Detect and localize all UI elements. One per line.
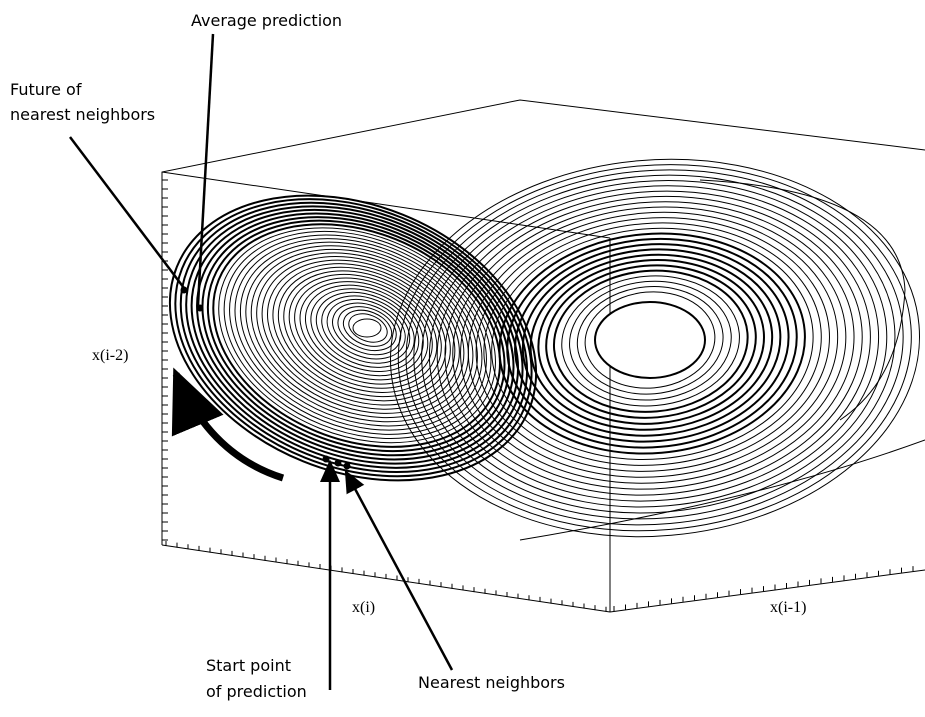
orbit (342, 309, 393, 347)
attractor (168, 158, 925, 541)
axis-ticks (162, 179, 914, 612)
annotation: Future of (10, 80, 82, 99)
orbit (413, 174, 896, 520)
orbit (299, 281, 429, 381)
orbit (521, 248, 782, 437)
orbit (261, 256, 460, 410)
orbit (444, 195, 863, 496)
orbit (545, 264, 757, 419)
orbit (337, 306, 397, 352)
orbit (584, 291, 716, 389)
orbit (405, 169, 904, 526)
orbit (212, 223, 501, 448)
annotation: Nearest neighbors (418, 673, 565, 692)
orbit (185, 205, 524, 469)
orbit (250, 248, 469, 419)
orbit (310, 288, 420, 373)
orbit (234, 238, 483, 431)
orbit (460, 206, 847, 484)
orbit (206, 219, 506, 453)
orbit (283, 270, 442, 393)
pointers (69, 33, 454, 690)
orbit (348, 313, 388, 343)
orbit (467, 211, 839, 478)
orbit (452, 201, 855, 490)
orbit (569, 280, 732, 401)
annotation: Average prediction (191, 11, 342, 30)
orbit (245, 245, 474, 423)
orbit (223, 230, 492, 440)
hole (594, 301, 706, 379)
orbit (288, 273, 438, 389)
orbit (397, 164, 912, 532)
orbit (506, 237, 798, 449)
orbit (168, 194, 538, 482)
orbit (201, 216, 511, 457)
annotation: Start point (206, 656, 291, 675)
orbit (256, 252, 465, 414)
orbit (514, 243, 790, 443)
orbit (196, 212, 515, 461)
box (161, 99, 925, 613)
orbit (436, 190, 871, 502)
orbit (699, 179, 906, 421)
orbit (483, 222, 822, 466)
axis-label: x(i-2) (92, 347, 128, 364)
orbit (277, 266, 447, 398)
orbit (326, 298, 406, 360)
orbit (428, 185, 880, 508)
orbit (491, 227, 814, 460)
orbit (174, 198, 533, 478)
orbit (537, 259, 765, 425)
orbit (498, 232, 806, 455)
orbit (519, 439, 925, 541)
orbit (390, 158, 920, 538)
orbit (321, 295, 411, 364)
annotation: of prediction (206, 682, 307, 701)
orbit (475, 217, 830, 472)
axis-label: x(i) (352, 599, 375, 616)
orbit (529, 253, 774, 431)
orbit (561, 275, 740, 407)
orbit (576, 286, 724, 395)
annotation: nearest neighbors (10, 105, 155, 124)
orbit (239, 241, 478, 427)
orbit (315, 291, 415, 368)
orbit (552, 269, 749, 413)
orbit (218, 227, 496, 444)
axis-label: x(i-1) (770, 599, 806, 616)
orbit (304, 284, 424, 377)
hole (352, 318, 382, 338)
orbit (190, 208, 520, 465)
orbit (267, 259, 456, 406)
orbit (272, 263, 451, 402)
